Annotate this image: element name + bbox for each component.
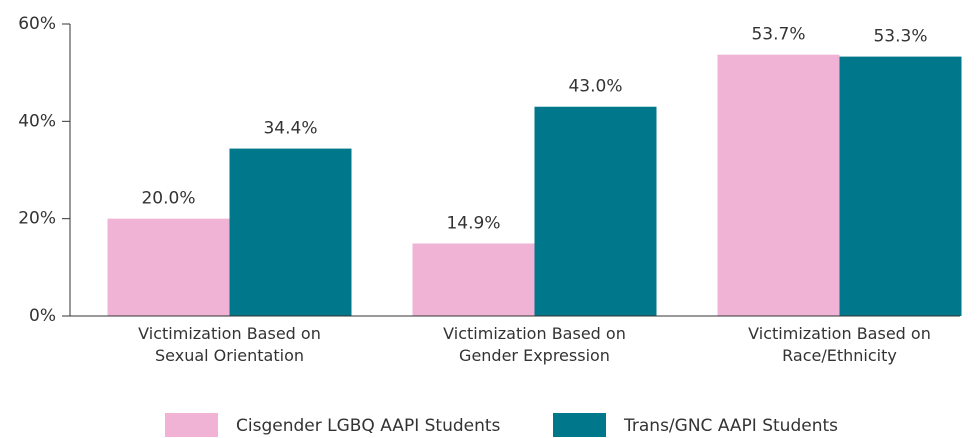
data-label: 34.4% — [263, 119, 317, 139]
legend-swatch — [553, 413, 606, 437]
y-tick-label: 0% — [29, 306, 56, 326]
x-tick-label: Victimization Based on Gender Expression — [443, 324, 626, 365]
x-tick-label: Victimization Based on Sexual Orientatio… — [138, 324, 321, 365]
legend-swatch — [165, 413, 218, 437]
bar — [534, 106, 657, 316]
data-label: 14.9% — [446, 213, 500, 233]
legend-label: Trans/GNC AAPI Students — [623, 416, 838, 436]
bar — [839, 56, 962, 317]
bar — [229, 148, 352, 316]
y-tick-label: 40% — [18, 111, 56, 131]
data-label: 53.3% — [873, 27, 927, 47]
legend-label: Cisgender LGBQ AAPI Students — [236, 416, 501, 436]
y-tick-label: 60% — [18, 14, 56, 34]
y-tick-label: 20% — [18, 209, 56, 229]
bar — [107, 218, 230, 316]
bar — [717, 54, 840, 316]
bar — [412, 243, 535, 316]
data-label: 53.7% — [751, 25, 805, 45]
data-label: 20.0% — [141, 189, 195, 209]
data-label: 43.0% — [568, 77, 622, 97]
x-tick-label: Victimization Based on Race/Ethnicity — [748, 324, 931, 365]
